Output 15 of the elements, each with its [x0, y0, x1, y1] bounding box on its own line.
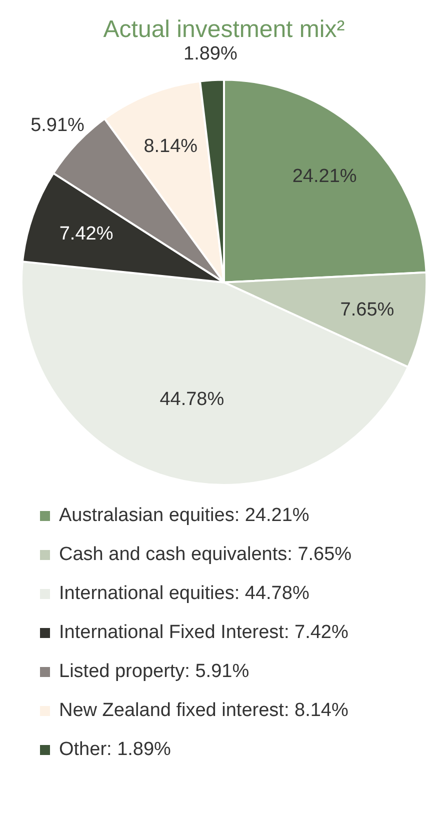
- legend-label: International Fixed Interest: 7.42%: [59, 622, 348, 644]
- legend-label: New Zealand fixed interest: 8.14%: [59, 700, 348, 722]
- legend-label: Cash and cash equivalents: 7.65%: [59, 544, 352, 566]
- data-label: 1.89%: [183, 43, 238, 64]
- legend-label: International equities: 44.78%: [59, 582, 310, 604]
- legend-label: Listed property: 5.91%: [59, 660, 250, 682]
- data-label: 7.65%: [340, 299, 394, 320]
- legend-label: Australasian equities: 24.21%: [59, 504, 310, 526]
- data-label: 24.21%: [292, 166, 357, 187]
- data-label: 7.42%: [59, 224, 114, 245]
- data-label: 8.14%: [144, 136, 198, 157]
- chart-title: Actual investment mix²: [103, 16, 345, 44]
- legend-label: Other: 1.89%: [59, 738, 171, 760]
- data-label: 5.91%: [30, 114, 85, 136]
- data-label: 44.78%: [160, 388, 224, 410]
